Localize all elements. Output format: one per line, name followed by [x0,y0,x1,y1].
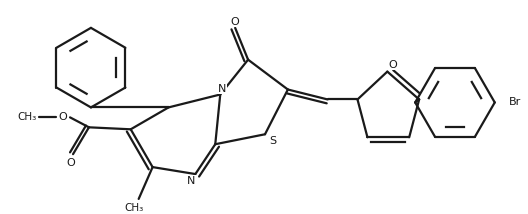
Text: O: O [59,112,68,122]
Text: O: O [231,17,240,27]
Text: N: N [187,176,195,186]
Text: Br: Br [508,97,521,107]
Text: S: S [269,136,277,146]
Text: CH₃: CH₃ [124,203,143,213]
Text: N: N [218,83,227,94]
Text: O: O [388,60,397,70]
Text: CH₃: CH₃ [17,112,37,122]
Text: O: O [67,158,76,168]
